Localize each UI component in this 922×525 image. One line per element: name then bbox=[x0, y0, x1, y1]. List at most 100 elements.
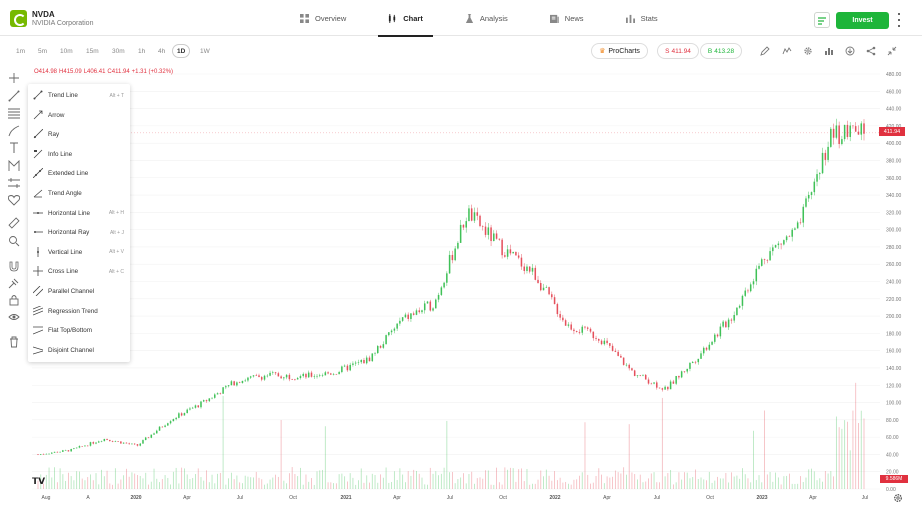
y-tick-label: 440.00 bbox=[886, 107, 902, 113]
dropdown-item-ray[interactable]: Ray bbox=[28, 125, 130, 144]
timeframe-1d[interactable]: 1D bbox=[172, 44, 191, 58]
candle-body bbox=[139, 443, 142, 446]
tab-overview[interactable]: Overview bbox=[290, 0, 356, 36]
crosshair-icon[interactable] bbox=[8, 72, 20, 84]
procharts-button[interactable]: ♛ ProCharts bbox=[591, 43, 648, 59]
pattern-tool-icon[interactable] bbox=[8, 160, 20, 172]
volume-bar bbox=[208, 482, 210, 489]
chart-area[interactable]: 480.00 460.00 440.00 420.00 400.00 380.00 360.… bbox=[0, 64, 922, 525]
tab-stats[interactable]: Stats bbox=[616, 0, 668, 36]
candle-body bbox=[349, 364, 351, 371]
timeframe-1m[interactable]: 1m bbox=[16, 47, 26, 55]
candle-body bbox=[97, 441, 100, 443]
candle-body bbox=[37, 454, 39, 456]
volume-bar bbox=[504, 467, 506, 489]
volume-bar bbox=[523, 481, 525, 489]
dropdown-item-vertical-line[interactable]: Vertical Line Alt + V bbox=[28, 243, 130, 262]
volume-bar bbox=[849, 450, 851, 489]
candle-body bbox=[567, 324, 570, 326]
volume-bar bbox=[493, 484, 495, 489]
heart-icon[interactable] bbox=[8, 194, 20, 206]
invest-button[interactable]: Invest bbox=[836, 12, 889, 29]
collapse-icon[interactable] bbox=[887, 46, 897, 56]
dropdown-item-flat-top-bottom[interactable]: Flat Top/Bottom bbox=[28, 321, 130, 340]
dropdown-item-trend-line[interactable]: Trend Line Alt + T bbox=[28, 86, 130, 105]
dropdown-item-regression-trend[interactable]: Regression Trend bbox=[28, 302, 130, 321]
dropdown-item-parallel-channel[interactable]: Parallel Channel bbox=[28, 282, 130, 301]
lock-drawings-icon[interactable] bbox=[8, 277, 20, 289]
dropdown-item-cross-line[interactable]: Cross Line Alt + C bbox=[28, 262, 130, 281]
more-options-icon[interactable] bbox=[896, 13, 902, 27]
ruler-icon[interactable] bbox=[8, 217, 20, 229]
text-tool-icon[interactable] bbox=[8, 142, 20, 154]
bar-chart-icon[interactable] bbox=[824, 46, 834, 56]
timeframe-10m[interactable]: 10m bbox=[60, 47, 73, 55]
tab-chart[interactable]: Chart bbox=[378, 0, 433, 37]
candle-body bbox=[772, 247, 774, 252]
volume-bar bbox=[805, 477, 807, 489]
timeframe-30m[interactable]: 30m bbox=[112, 47, 125, 55]
candle-body bbox=[854, 126, 857, 132]
eye-icon[interactable] bbox=[8, 311, 20, 323]
candle-body bbox=[429, 301, 432, 311]
dropdown-item-horizontal-ray[interactable]: Horizontal Ray Alt + J bbox=[28, 223, 130, 242]
volume-bar bbox=[675, 482, 677, 489]
fib-tool-icon[interactable] bbox=[8, 107, 20, 119]
candle-body bbox=[233, 381, 235, 386]
y-tick-label: 220.00 bbox=[886, 297, 902, 303]
dropdown-item-disjoint-channel[interactable]: Disjoint Channel bbox=[28, 341, 130, 360]
volume-bar bbox=[222, 395, 224, 489]
brush-tool-icon[interactable] bbox=[8, 125, 20, 137]
timeframe-5m[interactable]: 5m bbox=[38, 47, 48, 55]
gear-icon[interactable] bbox=[803, 46, 813, 56]
volume-bar bbox=[753, 430, 754, 489]
candle-body bbox=[802, 206, 805, 223]
volume-bar bbox=[808, 469, 810, 489]
trash-icon[interactable] bbox=[8, 336, 20, 348]
candle-body bbox=[407, 314, 409, 319]
timeframe-1h[interactable]: 1h bbox=[138, 47, 146, 55]
magnet-icon[interactable] bbox=[8, 260, 20, 272]
lock-icon[interactable] bbox=[8, 294, 20, 306]
candle-body bbox=[830, 128, 832, 147]
download-icon[interactable] bbox=[845, 46, 855, 56]
candle-body bbox=[783, 240, 785, 245]
measure-tool-icon[interactable] bbox=[8, 177, 20, 189]
volume-bar bbox=[330, 482, 332, 489]
indicators-icon[interactable] bbox=[782, 46, 792, 56]
y-tick-label: 240.00 bbox=[886, 280, 902, 286]
candle-body bbox=[462, 224, 465, 228]
candle-body bbox=[653, 382, 655, 384]
tab-news[interactable]: News bbox=[540, 0, 594, 36]
buy-button[interactable]: B 413.28 bbox=[700, 43, 742, 59]
volume-bar bbox=[123, 475, 125, 489]
watchlist-button[interactable] bbox=[814, 12, 830, 28]
volume-bar bbox=[117, 483, 119, 489]
tab-news-label: News bbox=[564, 13, 584, 23]
timeframe-4h[interactable]: 4h bbox=[158, 47, 166, 55]
dropdown-item-horizontal-line[interactable]: Horizontal Line Alt + H bbox=[28, 204, 130, 223]
timeframe-1w[interactable]: 1W bbox=[200, 47, 210, 55]
dropdown-item-trend-angle[interactable]: Trend Angle bbox=[28, 184, 130, 203]
share-icon[interactable] bbox=[866, 46, 876, 56]
price-chart[interactable]: 480.00 460.00 440.00 420.00 400.00 380.00 360.… bbox=[0, 64, 922, 525]
candle-body bbox=[476, 212, 479, 216]
zoom-icon[interactable] bbox=[8, 235, 20, 247]
volume-bar bbox=[283, 480, 285, 489]
dropdown-item-arrow[interactable]: Arrow bbox=[28, 106, 130, 125]
pencil-icon[interactable] bbox=[760, 46, 770, 56]
candle-body bbox=[299, 376, 302, 379]
timeframe-15m[interactable]: 15m bbox=[86, 47, 99, 55]
volume-bar bbox=[670, 469, 672, 489]
tab-analysis[interactable]: Analysis bbox=[455, 0, 518, 36]
ticker-symbol: NVDA bbox=[32, 10, 55, 19]
candle-body bbox=[285, 374, 288, 378]
volume-bar bbox=[128, 476, 130, 489]
volume-bar bbox=[385, 467, 387, 489]
y-tick-label: 360.00 bbox=[886, 176, 902, 182]
dropdown-item-extended-line[interactable]: Extended Line bbox=[28, 164, 130, 183]
chart-settings-gear-icon[interactable] bbox=[893, 493, 903, 503]
dropdown-item-info-line[interactable]: Info Line bbox=[28, 145, 130, 164]
trend-line-tool-icon[interactable] bbox=[8, 90, 20, 102]
sell-button[interactable]: S 411.94 bbox=[657, 43, 699, 59]
